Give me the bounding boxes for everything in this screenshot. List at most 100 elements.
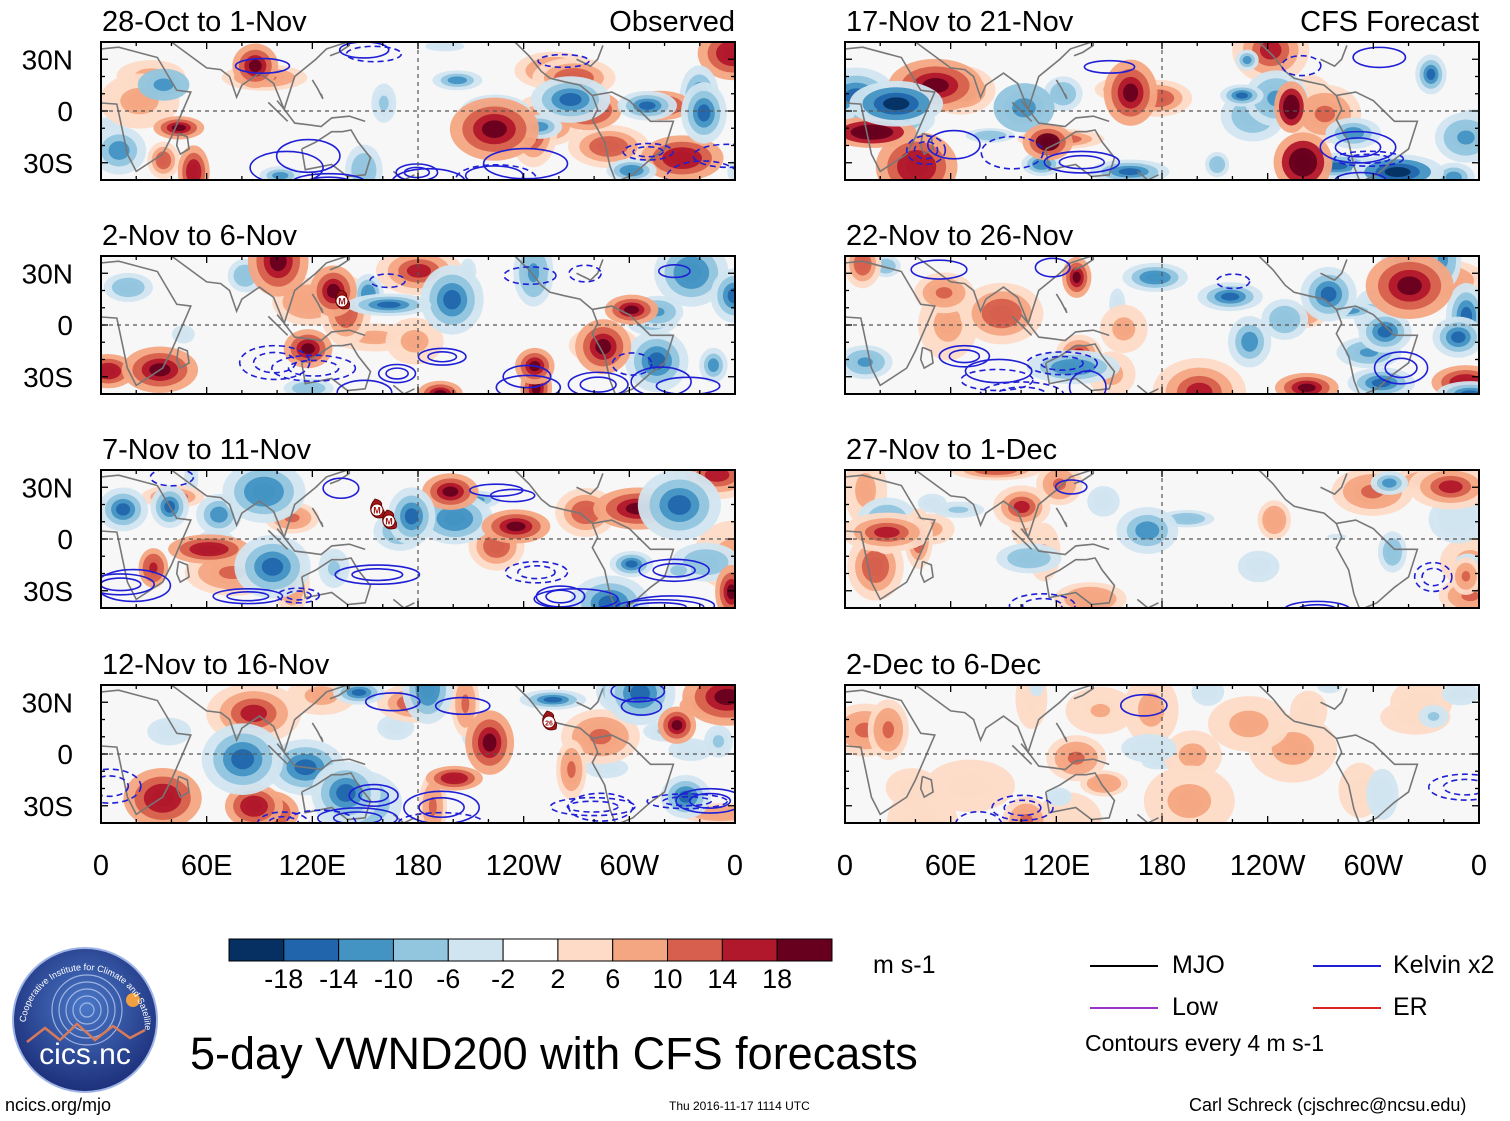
coastline [1320,259,1348,282]
anomaly-contour [1303,705,1314,717]
coastline [300,557,372,606]
anomaly-contour [1117,322,1131,336]
column-label-forecast: CFS Forecast [1300,6,1479,38]
contour-note: Contours every 4 m s-1 [1085,1030,1325,1056]
panel-ticks [100,255,736,395]
colorbar-swatch [447,938,504,962]
y-tick-label: 30S [23,576,73,607]
legend: MJO Kelvin x2 Low ER Contours every 4 m … [1085,948,1505,1063]
anomaly-contour [859,127,885,137]
kelvin-contour [503,266,557,286]
kelvin-contour [391,167,466,180]
kelvin-contour [1334,171,1387,180]
kelvin-contour [662,795,712,807]
panel-ticks [844,469,1480,609]
coastline [576,45,604,68]
x-tick-label: 120E [278,850,346,882]
anomaly-contour [108,141,130,160]
kelvin-contour [292,172,366,180]
x-tick-label: 60W [600,850,660,882]
kelvin-contour [101,775,130,798]
colorbar-swatch [612,938,669,962]
coastline [300,129,372,178]
kelvin-contour [1421,567,1446,587]
panel-ticks [844,255,1480,395]
kelvin-contour [938,344,991,368]
anomaly-contour [336,784,356,802]
anomaly-contour [252,483,276,501]
anomaly-contour [404,508,419,525]
logo-mountains [26,1022,146,1043]
kelvin-contour [1119,693,1168,717]
anomaly-contour [444,511,466,526]
anomaly-contour [1237,716,1261,732]
x-tick-label: 60E [925,850,977,882]
coastline [919,560,934,584]
anomaly-contour [116,503,131,516]
anomaly-contour [595,339,612,355]
kelvin-contour [533,587,619,608]
kelvin-contour [468,483,524,498]
anomaly-contour [1242,56,1252,65]
logo-swirl-ring [51,974,123,1046]
kelvin-contour [332,811,383,823]
kelvin-contour [358,788,390,803]
anomaly-contour [1445,171,1462,180]
main-title: 5-day VWND200 with CFS forecasts [190,1028,918,1079]
kelvin-contour [632,601,687,608]
anomaly-contour [673,567,684,574]
storm-label: M [373,506,381,516]
logo-swirl-ring [72,995,102,1025]
coastline [267,315,289,336]
anomaly-contour [378,95,389,111]
anomaly-contour [857,257,868,271]
anomaly-contour [210,506,228,523]
x-tick-label: 180 [394,850,442,882]
panel-title: 22-Nov to 26-Nov [846,220,1074,252]
coastline [170,470,348,540]
coastline [1136,813,1159,823]
colorbar-tick-label: 18 [762,964,792,994]
kelvin-contour [1026,351,1098,376]
kelvin-contour [249,150,324,180]
colorbar-tick-label: 14 [707,964,737,994]
anomaly-contour [1322,685,1337,691]
map-panel-4: 30N 0 30S 12-Nov to 16-Nov 0 60E 120E 180 120W 60… [22,649,743,882]
kelvin-contour [652,562,696,578]
x-tick-label: 120W [486,850,562,882]
anomaly-contour [1280,738,1306,759]
kelvin-contour [630,366,692,394]
kelvin-contour [495,374,562,394]
coastline [1073,42,1095,57]
anomaly-contour [488,539,505,554]
kelvin-contour [1034,257,1071,278]
anomaly-contour [625,560,638,568]
colorbar-tick-label: 2 [550,964,565,994]
storm-label: M [385,517,393,527]
coastline [329,470,351,485]
coastline [1258,470,1360,608]
coastline [175,775,190,799]
coastline [1320,688,1348,711]
logo-swirl-ring [65,988,109,1032]
y-tick-label: 0 [57,96,73,127]
colorbar-swatch [502,938,559,962]
anomaly-contour [327,560,341,576]
anomaly-contour [912,812,933,823]
anomaly-contour [667,495,692,515]
anomaly-contour [1067,751,1085,765]
colorbar-tick-label: 10 [653,964,683,994]
kelvin-contour [1347,153,1391,165]
anomaly-contour [1090,703,1111,718]
coastline [592,734,675,823]
y-tick-label: 0 [57,739,73,770]
anomaly-contour [1186,382,1213,394]
legend-er-line [1313,1007,1381,1009]
anomaly-contour [1342,127,1365,140]
coastline [1011,744,1033,765]
anomaly-contour [1072,271,1081,284]
panel-title: 2-Dec to 6-Dec [846,649,1041,681]
anomaly-contour [707,358,719,373]
coastlines [101,470,675,608]
anomaly-contour [248,59,262,73]
